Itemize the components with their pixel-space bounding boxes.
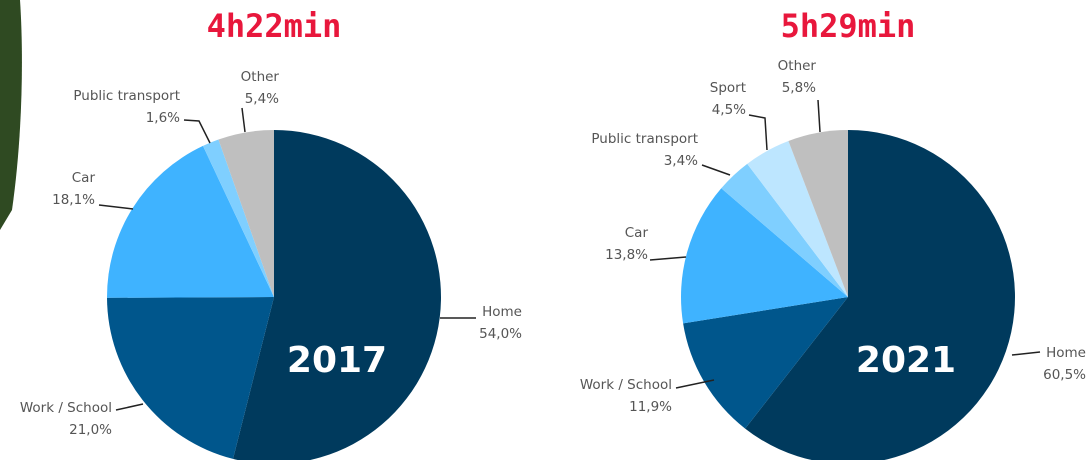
- slice-label: Car: [72, 170, 96, 186]
- slice-value-label: 3,4%: [664, 153, 698, 169]
- leader-line: [116, 404, 143, 410]
- slice-label: Public transport: [73, 88, 180, 104]
- slice-value-label: 5,8%: [782, 80, 816, 96]
- slice-value-label: 21,0%: [69, 422, 112, 438]
- leader-line: [818, 100, 820, 132]
- slice-label: Home: [1046, 345, 1086, 361]
- slice-value-label: 54,0%: [479, 326, 522, 342]
- slice-value-label: 4,5%: [712, 102, 746, 118]
- slice-value-label: 60,5%: [1043, 367, 1086, 383]
- slice-label: Public transport: [591, 131, 698, 147]
- leader-line: [749, 115, 767, 150]
- leaf-decoration: [0, 0, 22, 230]
- slice-value-label: 5,4%: [245, 91, 279, 107]
- year-label: 2017: [287, 340, 387, 381]
- year-label: 2021: [856, 340, 956, 381]
- slice-label: Sport: [710, 80, 746, 96]
- leader-line: [242, 108, 245, 132]
- slice-label: Car: [625, 225, 649, 241]
- slice-value-label: 18,1%: [52, 192, 95, 208]
- chart-title: 5h29min: [781, 7, 916, 45]
- chart-title: 4h22min: [207, 7, 342, 45]
- slice-value-label: 11,9%: [629, 399, 672, 415]
- leader-line: [184, 120, 210, 143]
- slice-value-label: 1,6%: [146, 110, 180, 126]
- slice-label: Other: [778, 58, 817, 74]
- slice-label: Work / School: [580, 377, 672, 393]
- leader-line: [99, 205, 133, 209]
- leader-line: [650, 257, 686, 260]
- chart: Home 54,0% Work / School 21,0% Car 18,1% Publi…: [0, 0, 1090, 460]
- slice-label: Work / School: [20, 400, 112, 416]
- leader-line: [702, 165, 730, 175]
- slice-value-label: 13,8%: [605, 247, 648, 263]
- slice-label: Other: [241, 69, 280, 85]
- leader-line: [1012, 352, 1040, 355]
- slice-label: Home: [482, 304, 522, 320]
